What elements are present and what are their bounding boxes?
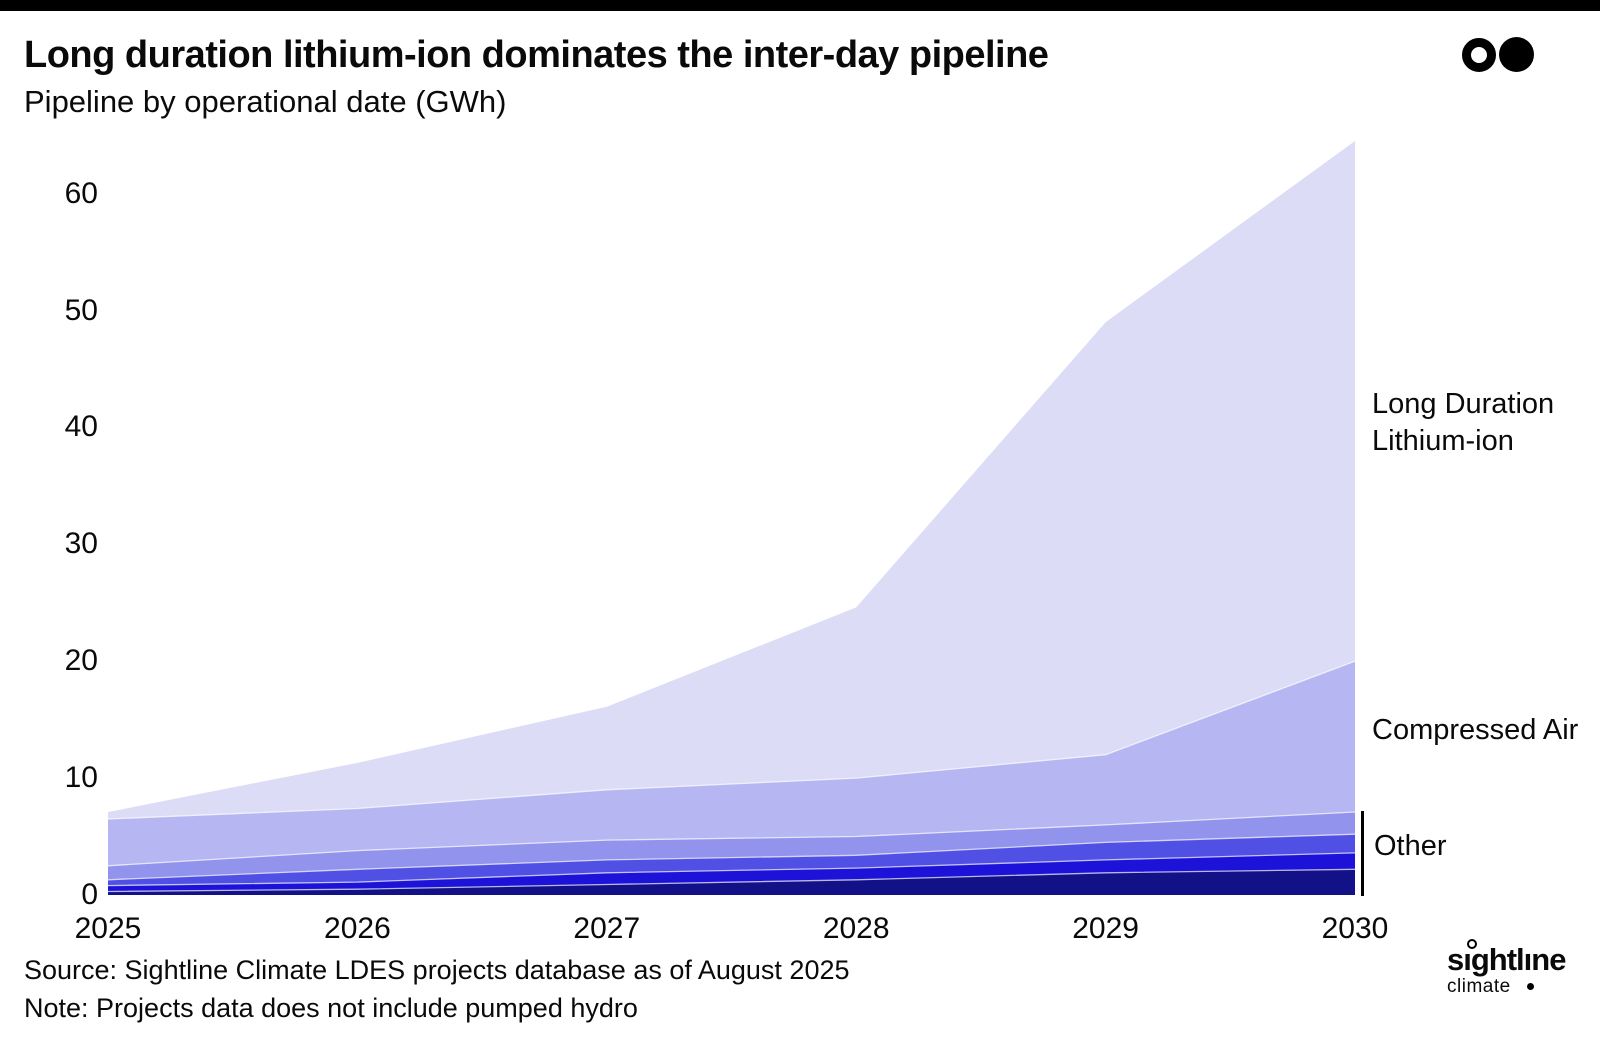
label-other: Other [1374, 830, 1447, 862]
y-tick-label: 40 [64, 410, 98, 444]
sightline-climate-logo: sıghtlıne climate [1447, 939, 1600, 997]
x-tick-label: 2030 [1321, 912, 1389, 945]
brand-wordmark: sıghtlıne [1447, 939, 1600, 977]
brand-name-text: sıghtlıne [1447, 942, 1566, 977]
y-tick-label: 20 [64, 644, 98, 678]
label-long-duration-lithium-ion: Long Duration Lithium-ion [1372, 386, 1554, 460]
y-tick-label: 0 [81, 878, 98, 911]
band-separator-other-tier-3 [107, 852, 1356, 887]
y-tick-label: 50 [64, 293, 98, 327]
x-tick-label: 2027 [573, 912, 641, 945]
page-subtitle: Pipeline by operational date (GWh) [24, 84, 507, 119]
label-line: Long Duration [1372, 388, 1555, 420]
brand-sub-label: climate [1447, 976, 1511, 997]
band-separator-other-tier-1 [107, 811, 1356, 867]
band-separator-other-tier-2 [107, 833, 1356, 881]
x-tick-label: 2028 [822, 912, 890, 945]
y-tick-label: 10 [64, 761, 98, 795]
band-separator-compressed-air [107, 660, 1356, 820]
filled-circle-icon [1499, 37, 1534, 72]
ring-circle-icon [1462, 38, 1496, 72]
y-tick-label: 60 [64, 176, 98, 210]
y-tick-label: 30 [64, 527, 98, 561]
note-text: Note: Projects data does not include pum… [24, 993, 638, 1023]
top-black-bar [0, 0, 1600, 11]
dot-accent-icon [1526, 983, 1534, 990]
brand-sub-text: climate [1447, 977, 1600, 997]
ring-accent-icon [1467, 939, 1477, 949]
x-tick-label: 2025 [74, 912, 142, 945]
band-separator-other-tier-4 [107, 868, 1356, 893]
brand-logo-mark [1462, 36, 1538, 72]
area-long-duration-lithium-ion [108, 141, 1355, 895]
page-title: Long duration lithium-ion dominates the … [24, 34, 1049, 76]
label-line: Lithium-ion [1372, 425, 1514, 457]
other-bracket-line [1361, 811, 1364, 896]
source-text: Source: Sightline Climate LDES projects … [24, 955, 850, 985]
label-compressed-air: Compressed Air [1372, 714, 1579, 746]
x-tick-label: 2026 [324, 912, 391, 945]
x-tick-label: 2029 [1072, 912, 1139, 945]
